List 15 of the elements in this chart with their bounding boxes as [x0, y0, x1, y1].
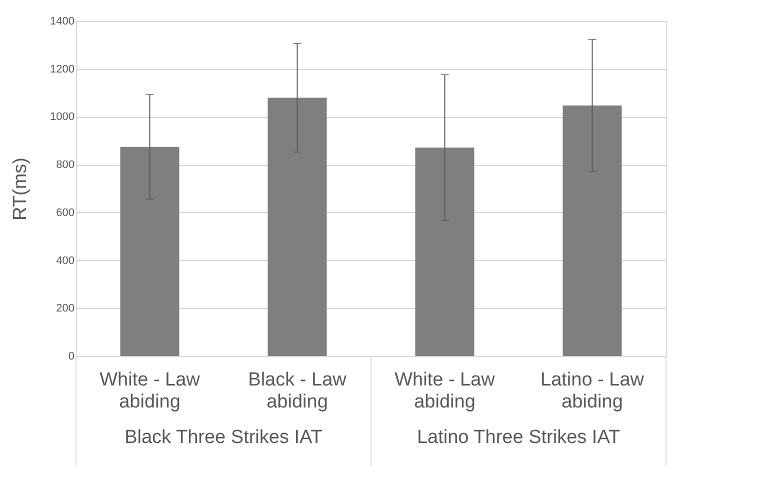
y-tick-label: 1200 [50, 63, 74, 76]
x-tick-label: White - Law abiding [100, 370, 200, 412]
y-tick-label: 800 [56, 159, 74, 172]
text: Latino Three Strikes IAT [416, 427, 620, 448]
y-tick-label: 0 [68, 350, 74, 362]
y-tick-label: 600 [56, 206, 74, 219]
x-tick-label: Latino - Law abiding [540, 370, 644, 412]
y-tick-label: 400 [56, 254, 74, 267]
x-tick-label: White - Law abiding [394, 370, 496, 412]
x-tick-label: Black - Law abiding [248, 370, 347, 412]
y-tick-label: 200 [56, 302, 74, 315]
text: Black Three Strikes IAT [124, 427, 323, 448]
y-tick-label: 1400 [50, 16, 74, 28]
y-tick-label: 1000 [50, 111, 74, 124]
y-axis-title: RT(ms) [10, 158, 32, 220]
